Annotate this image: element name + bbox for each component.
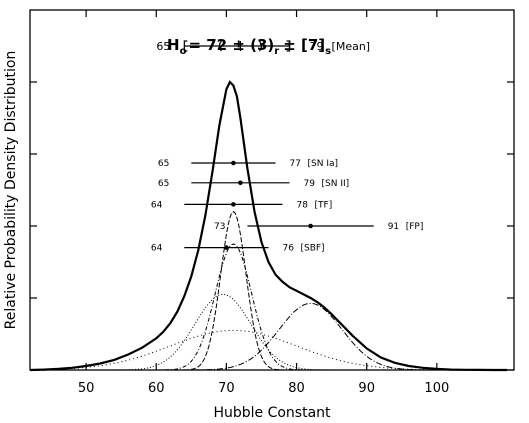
measurement-name: [TF]	[315, 200, 333, 210]
measurement-high-label: 78	[297, 200, 309, 210]
x-axis-label: Hubble Constant	[213, 405, 331, 421]
measurement-name: [FP]	[406, 222, 424, 232]
x-tick-label: 60	[148, 381, 165, 396]
component-curve	[30, 210, 514, 371]
x-tick-label: 70	[218, 381, 235, 396]
mean-bar-left-bracket	[183, 40, 188, 52]
measurement-point	[231, 202, 236, 207]
component-curves	[30, 210, 514, 371]
measurement-high-label: 76	[282, 244, 294, 254]
x-ticks: 50 60 70 80 90 100	[78, 10, 449, 396]
title-suffix: ± [7]	[283, 36, 325, 54]
mean-low-label: 65	[156, 40, 170, 53]
mean-high-label: 79	[310, 40, 324, 53]
title-prefix: H	[167, 36, 180, 54]
component-curve	[30, 243, 514, 371]
mean-name: [Mean]	[332, 40, 371, 53]
mean-bar-right-bracket	[286, 40, 291, 52]
title-suffix-sub: s	[325, 46, 331, 57]
measurement-low-label: 64	[151, 244, 163, 254]
measurement-high-label: 79	[304, 179, 316, 189]
measurement-low-label: 73	[214, 222, 225, 232]
component-curve	[30, 302, 514, 371]
measurement-name: [SN II]	[322, 179, 350, 189]
x-tick-label: 50	[78, 381, 95, 396]
title-middle: = 72 ± (3)	[188, 36, 274, 54]
measurement-low-label: 65	[158, 179, 169, 189]
y-axis-label: Relative Probability Density Distributio…	[3, 51, 19, 330]
measurement-high-label: 77	[290, 159, 301, 169]
measurement-name: [SN Ia]	[308, 159, 339, 169]
mean-bar-left-paren	[218, 40, 222, 52]
measurement-name: [SBF]	[300, 244, 324, 254]
measurement-point	[308, 223, 313, 229]
plot-frame	[29, 9, 515, 371]
x-tick-label: 100	[424, 381, 449, 396]
measurement-bars: 65 77 [SN Ia] 65 79 [SN II] 64 78 [TF] 73 91 [FP] 64…	[151, 159, 423, 254]
mean-bar-right-paren	[258, 40, 263, 52]
x-tick-label: 90	[358, 381, 375, 396]
measurement-point	[231, 160, 236, 166]
component-curve	[30, 329, 514, 371]
title-middle-sub: r	[274, 46, 279, 57]
measurement-low-label: 64	[151, 200, 163, 210]
title-prefix-sub: o	[180, 46, 187, 57]
component-curve	[30, 293, 514, 371]
measurement-point	[238, 180, 243, 186]
mean-bar: 65 79 [Mean]	[156, 40, 370, 53]
measurement-low-label: 65	[158, 159, 169, 169]
x-tick-label: 80	[288, 381, 305, 396]
measurement-point	[224, 245, 229, 250]
chart-title: Ho = 72 ± (3)r ± [7]s	[167, 36, 331, 57]
measurement-high-label: 91	[388, 222, 399, 232]
combined-probability-curve	[29, 80, 507, 372]
